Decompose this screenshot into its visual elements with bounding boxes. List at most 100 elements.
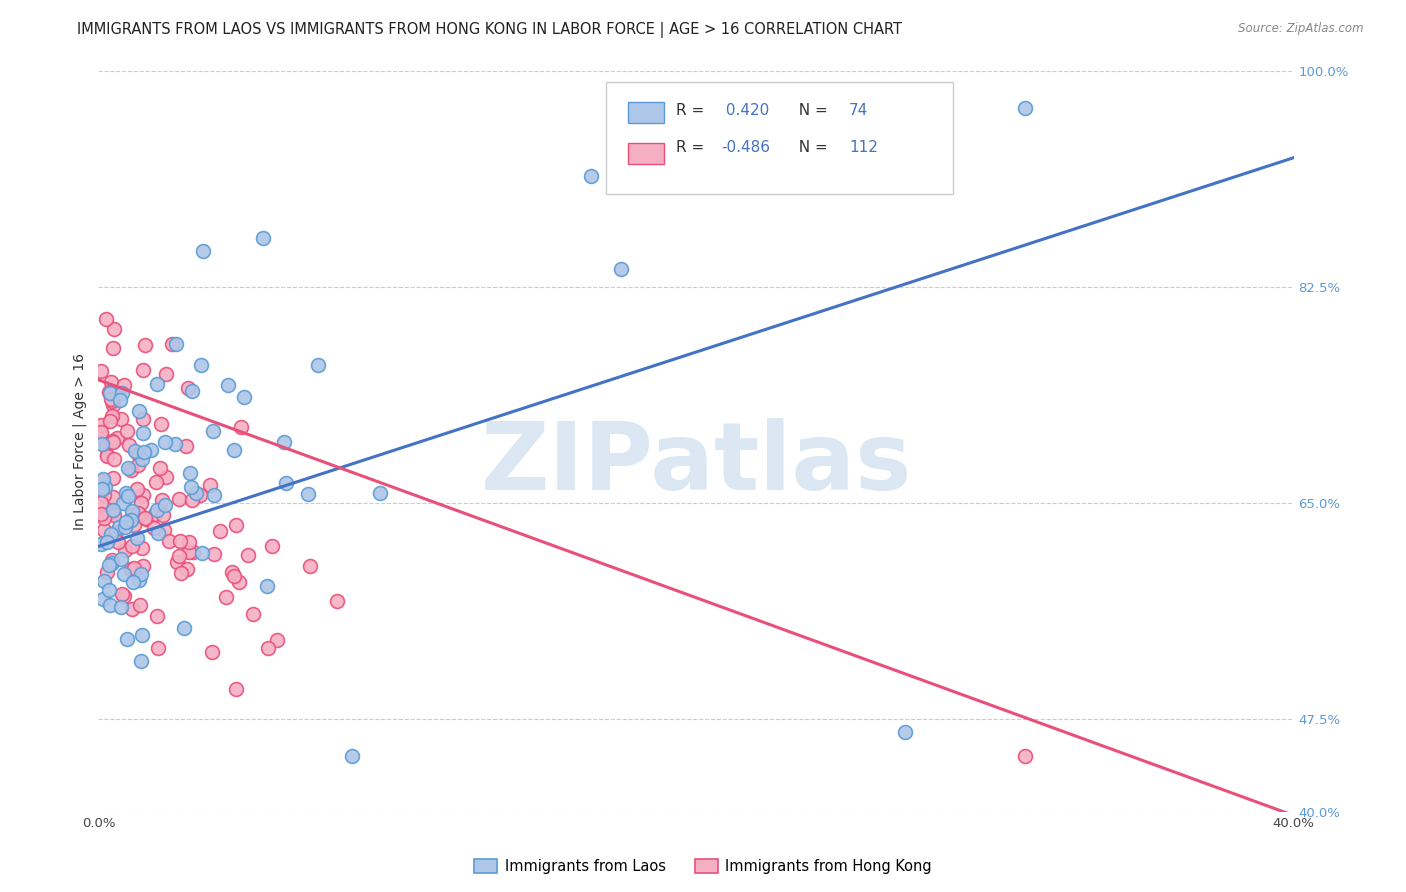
Text: R =: R = (676, 140, 709, 155)
Point (120, 463, 142, 477)
Point (146, 526, 169, 541)
Point (165, 337, 187, 351)
Point (215, 590, 238, 604)
Text: IMMIGRANTS FROM LAOS VS IMMIGRANTS FROM HONG KONG IN LABOR FORCE | AGE > 16 CORR: IMMIGRANTS FROM LAOS VS IMMIGRANTS FROM … (77, 22, 903, 38)
Point (111, 386, 134, 401)
Point (167, 491, 190, 506)
Point (252, 231, 274, 245)
Point (242, 607, 264, 621)
Point (342, 749, 364, 764)
Point (155, 368, 177, 382)
Point (97, 558, 120, 572)
Point (101, 434, 124, 449)
Point (91, 507, 114, 521)
Point (181, 384, 204, 398)
Point (101, 394, 124, 409)
Point (90, 496, 112, 510)
Point (180, 480, 202, 494)
Point (115, 424, 138, 438)
Point (112, 377, 135, 392)
Point (128, 599, 150, 613)
Point (115, 515, 138, 529)
Point (326, 594, 349, 608)
Point (236, 549, 259, 563)
Point (100, 526, 122, 541)
Point (108, 519, 131, 533)
Point (127, 458, 149, 472)
Point (90, 508, 112, 522)
Point (299, 559, 322, 574)
Point (157, 533, 180, 548)
Point (177, 381, 200, 395)
Point (127, 447, 149, 461)
Point (129, 496, 152, 510)
Point (90, 364, 112, 378)
Point (276, 475, 298, 490)
Point (132, 363, 155, 377)
Point (165, 437, 187, 451)
Point (132, 445, 155, 459)
Point (135, 511, 157, 525)
Point (110, 552, 132, 566)
Point (229, 420, 252, 434)
Point (101, 505, 124, 519)
Point (155, 470, 177, 484)
Point (260, 539, 283, 553)
Point (225, 517, 247, 532)
Point (256, 579, 278, 593)
Point (127, 506, 149, 520)
FancyBboxPatch shape (606, 82, 953, 194)
Point (90, 429, 112, 443)
Point (101, 553, 124, 567)
Point (134, 510, 156, 524)
Point (94, 480, 117, 494)
Point (184, 486, 207, 500)
Point (610, 261, 633, 276)
Legend: Immigrants from Laos, Immigrants from Hong Kong: Immigrants from Laos, Immigrants from Ho… (468, 854, 938, 880)
Point (97, 506, 120, 520)
Point (112, 590, 135, 604)
Point (107, 534, 129, 549)
Point (101, 503, 124, 517)
Point (217, 377, 239, 392)
Point (146, 609, 169, 624)
Point (91, 472, 114, 486)
Point (152, 508, 174, 522)
Point (121, 602, 143, 616)
Point (121, 574, 143, 589)
Point (101, 471, 124, 485)
Point (117, 489, 139, 503)
Point (121, 508, 143, 523)
Point (110, 393, 132, 408)
Point (96, 448, 118, 462)
Point (93, 592, 115, 607)
Point (132, 488, 155, 502)
Point (96, 449, 118, 463)
Point (232, 391, 254, 405)
Point (153, 435, 176, 450)
Point (131, 541, 153, 556)
Point (273, 435, 295, 450)
Point (101, 397, 124, 411)
Point (266, 633, 288, 648)
Point (125, 482, 148, 496)
Point (98, 583, 121, 598)
Point (145, 502, 167, 516)
Point (124, 561, 146, 575)
Point (202, 547, 225, 561)
Point (143, 508, 166, 522)
Point (132, 425, 155, 440)
Point (222, 569, 245, 583)
Point (179, 545, 201, 559)
Point (134, 337, 156, 351)
Point (146, 377, 169, 392)
Point (128, 508, 150, 522)
Point (146, 640, 169, 655)
Point (579, 169, 602, 183)
Point (93, 523, 115, 537)
Point (1014, 102, 1036, 116)
Point (101, 409, 124, 423)
Point (120, 513, 142, 527)
Point (96, 535, 118, 549)
Text: 0.420: 0.420 (721, 103, 769, 118)
